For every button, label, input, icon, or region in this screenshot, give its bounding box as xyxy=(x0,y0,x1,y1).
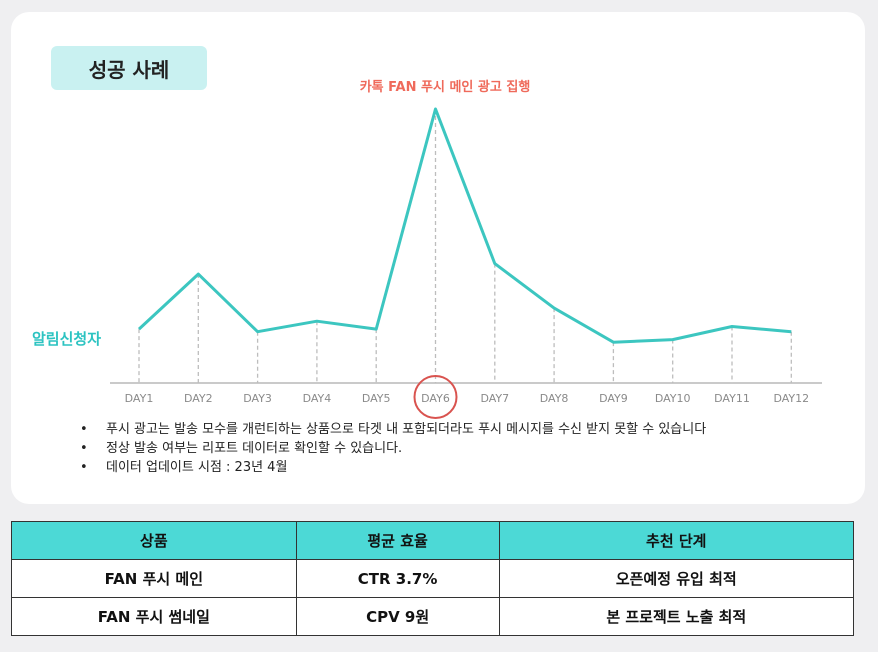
note-item: 데이터 업데이트 시점 : 23년 4월 xyxy=(80,458,706,477)
table-cell: FAN 푸시 썸네일 xyxy=(11,597,297,636)
table-cell: FAN 푸시 메인 xyxy=(11,559,297,598)
table-cell: 오픈예정 유입 최적 xyxy=(498,559,855,598)
x-tick-label: DAY7 xyxy=(480,392,509,405)
x-tick-label: DAY10 xyxy=(655,392,691,405)
product-summary-table: 상품 평균 효율 추천 단계 FAN 푸시 메인 CTR 3.7% 오픈예정 유… xyxy=(11,521,855,636)
x-tick-label: DAY4 xyxy=(303,392,332,405)
y-axis-label: 알림신청자 xyxy=(32,330,101,348)
table-row: FAN 푸시 메인 CTR 3.7% 오픈예정 유입 최적 xyxy=(11,559,855,598)
x-tick-label: DAY11 xyxy=(714,392,750,405)
x-tick-label: DAY8 xyxy=(540,392,569,405)
table-header-row: 상품 평균 효율 추천 단계 xyxy=(11,521,855,560)
x-tick-label: DAY9 xyxy=(599,392,628,405)
note-item: 정상 발송 여부는 리포트 데이터로 확인할 수 있습니다. xyxy=(80,439,706,458)
notes-list: 푸시 광고는 발송 모수를 개런티하는 상품으로 타겟 내 포함되더라도 푸시 … xyxy=(80,420,706,477)
table-cell: CTR 3.7% xyxy=(295,559,500,598)
x-tick-label: DAY2 xyxy=(184,392,213,405)
x-tick-label: DAY6 xyxy=(421,392,450,405)
x-tick-label: DAY3 xyxy=(243,392,272,405)
note-item: 푸시 광고는 발송 모수를 개런티하는 상품으로 타겟 내 포함되더라도 푸시 … xyxy=(80,420,706,439)
header-efficiency: 평균 효율 xyxy=(295,521,500,560)
table-row: FAN 푸시 썸네일 CPV 9원 본 프로젝트 노출 최적 xyxy=(11,597,855,636)
x-tick-label: DAY12 xyxy=(773,392,809,405)
series-line xyxy=(137,107,792,344)
header-product: 상품 xyxy=(11,521,297,560)
x-tick-label: DAY1 xyxy=(125,392,154,405)
peak-annotation: 카톡 FAN 푸시 메인 광고 집행 xyxy=(360,79,531,95)
header-stage: 추천 단계 xyxy=(498,521,855,560)
success-case-badge: 성공 사례 xyxy=(51,46,207,90)
table-cell: CPV 9원 xyxy=(295,597,500,636)
highlight-circle xyxy=(413,375,458,419)
table-cell: 본 프로젝트 노출 최적 xyxy=(498,597,855,636)
x-tick-label: DAY5 xyxy=(362,392,391,405)
line-chart: 카톡 FAN 푸시 메인 광고 집행 알림신청자 DAY1 DAY2 DAY3 DAY… xyxy=(32,79,822,419)
